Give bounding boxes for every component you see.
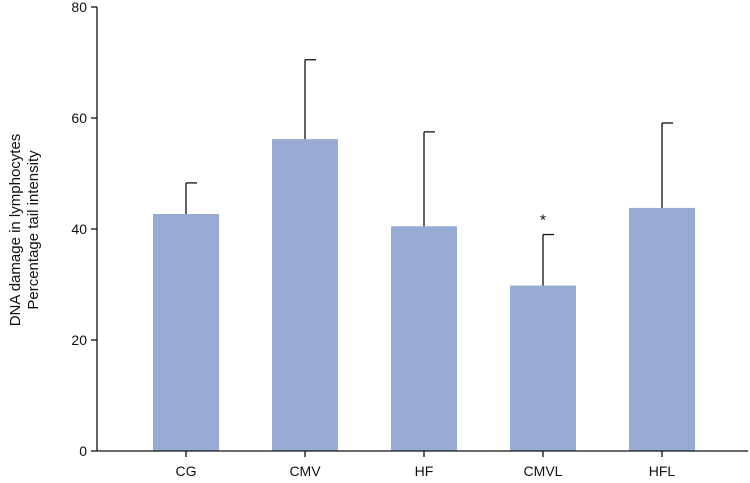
y-axis-title-line-2: Percentage tail intensity [25,150,42,310]
bar-cg [153,214,219,451]
y-tick-group: 0 20 40 60 80 [71,0,97,459]
x-tick-group: CG CMV HF CMVL HFL [176,451,676,479]
y-tick-label-0: 0 [79,443,87,459]
x-tick-label-cmvl: CMVL [524,463,563,479]
bar-group [153,139,695,451]
significance-marker-cmvl: * [540,213,546,230]
y-axis-title: DNA damage in lymphocytes Percentage tai… [7,134,42,327]
y-tick-label-60: 60 [71,110,87,126]
bar-cmv [272,139,338,451]
bar-hf [391,226,457,451]
y-tick-label-80: 80 [71,0,87,15]
y-axis-title-line-1: DNA damage in lymphocytes [7,134,24,327]
x-tick-label-hfl: HFL [649,463,676,479]
bar-hfl [629,207,695,451]
y-tick-label-20: 20 [71,332,87,348]
y-tick-label-40: 40 [71,221,87,237]
x-tick-label-hf: HF [415,463,434,479]
bar-cmvl [510,285,576,451]
x-tick-label-cg: CG [176,463,197,479]
x-tick-label-cmv: CMV [289,463,321,479]
error-bar-group [185,59,673,286]
annotation-group: * [540,213,546,230]
